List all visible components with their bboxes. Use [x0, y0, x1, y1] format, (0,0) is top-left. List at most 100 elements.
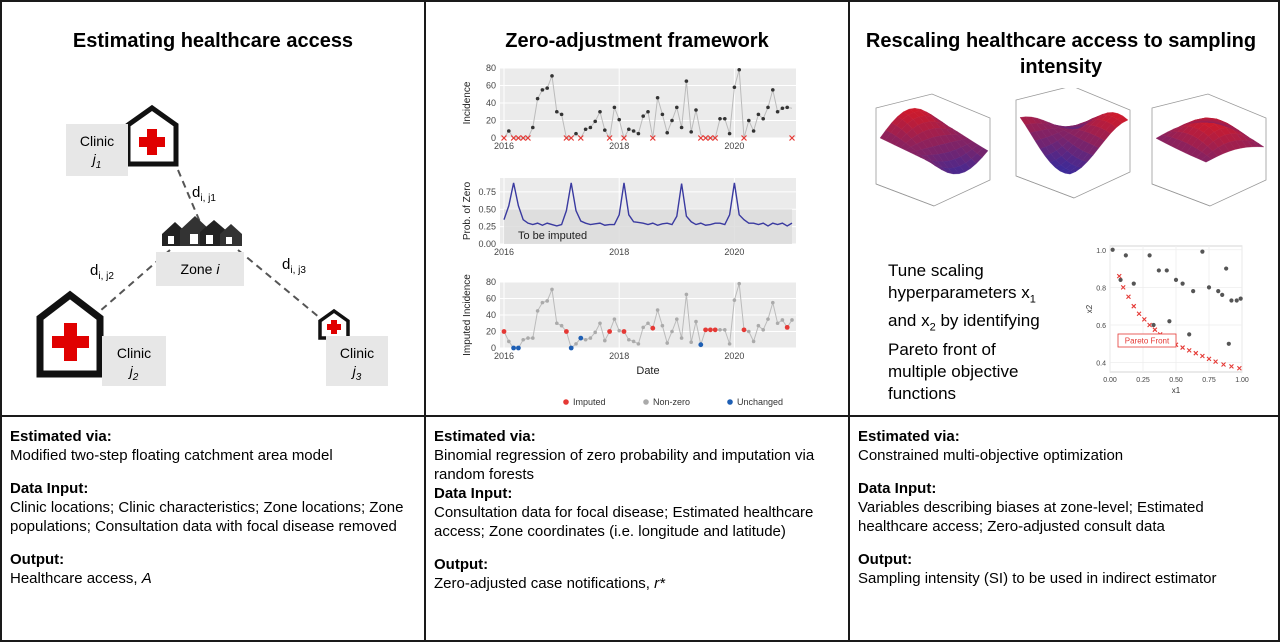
candidate-point [1180, 281, 1185, 286]
incidence-point [603, 128, 607, 132]
chart-2-ytick: 0.25 [478, 222, 496, 232]
zero-marker [712, 135, 719, 141]
panel-1-estimated-text: Modified two-step floating catchment are… [10, 447, 333, 464]
zero-marker [510, 135, 517, 141]
panel-title-healthcare-access: Estimating healthcare access [72, 30, 354, 52]
zero-marker [697, 135, 704, 141]
chart-3-ytick: 20 [486, 327, 496, 337]
candidate-point [1206, 285, 1212, 290]
pareto-front-point [1236, 365, 1242, 371]
row-divider [0, 415, 1280, 417]
distance-line-j1 [177, 169, 201, 223]
tune-line-3-a: and x [888, 311, 930, 331]
chart-1-ytick: 80 [486, 63, 496, 73]
candidate-point [1200, 249, 1205, 254]
distance-j1-letter: d [192, 184, 201, 201]
nonzero-point [751, 339, 756, 344]
incidence-point [723, 116, 727, 121]
nonzero-point [679, 336, 684, 340]
incidence-point [636, 131, 641, 136]
impute-region [504, 209, 792, 244]
surface-facet [976, 147, 989, 158]
pareto-front-point [1147, 322, 1152, 328]
pareto-ytick: 0.6 [1096, 323, 1106, 330]
surface-facet [1116, 115, 1129, 124]
clinic-j2-id-letter: j [129, 363, 133, 379]
nonzero-point [540, 300, 545, 305]
incidence-point [535, 96, 540, 101]
tune-text: Tune scaling hyperparameters x1 and x2 b… [888, 260, 1088, 405]
distance-j2-letter: d [90, 262, 99, 279]
nonzero-point [521, 337, 525, 342]
distance-label-j1: di, j1 [192, 184, 216, 204]
tune-line-2-sub: 1 [1029, 293, 1036, 306]
nonzero-point [588, 336, 593, 340]
panel-2-data-label: Data Input: [434, 485, 513, 502]
zero-marker [515, 135, 522, 141]
incidence-point [785, 105, 789, 110]
objective-surfaces [875, 88, 1267, 207]
clinic-j2-label: Clinic [116, 345, 152, 361]
imputed-point [650, 325, 656, 331]
pareto-ytick: 0.8 [1096, 285, 1106, 292]
nonzero-point [756, 323, 761, 328]
panel-3-data-text: Variables describing biases at zone-leve… [858, 499, 1204, 535]
chart-3-xlabel: Date [636, 365, 659, 377]
incidence-point [550, 74, 554, 78]
candidate-point [1131, 281, 1136, 286]
surface-plot-2 [1015, 88, 1131, 199]
chart-3-ytick: 40 [486, 310, 496, 320]
candidate-point [1156, 268, 1161, 273]
clinic-j3-id-sub: 3 [355, 371, 362, 383]
zero-marker [520, 135, 527, 141]
incidence-point [531, 125, 535, 130]
nonzero-point [780, 318, 785, 322]
pareto-front-point [1180, 345, 1185, 350]
nonzero-point [761, 328, 765, 332]
clinic-j3-id: j3 [326, 362, 388, 387]
nonzero-point [612, 317, 617, 321]
zone-label: Zone [180, 261, 217, 277]
chart-2-xtick: 2020 [724, 247, 744, 257]
zero-marker [525, 135, 531, 141]
panel-3-details: Estimated via: Constrained multi-objecti… [858, 427, 1268, 588]
candidate-point [1238, 296, 1243, 301]
zero-adjustment-charts: 0 20 40 60 80 2016 2018 2020 Incidence 0.00 0.25 0.… [462, 63, 796, 407]
tune-line-3-sub: 2 [929, 321, 936, 334]
surface-plot-3 [1151, 93, 1267, 207]
incidence-point [775, 109, 780, 114]
chart-3-ylabel: Imputed Incidence [462, 274, 473, 356]
incidence-point [641, 114, 645, 118]
incidence-point [555, 109, 559, 114]
incidence-point [540, 88, 545, 92]
nonzero-point [727, 342, 732, 346]
candidate-point [1173, 277, 1179, 282]
tune-line-3: and x2 by identifying [888, 310, 1088, 338]
imputed-point [712, 327, 718, 333]
legend-swatch-2 [643, 399, 649, 405]
incidence-point [655, 95, 660, 100]
nonzero-point [660, 323, 665, 328]
incidence-point [766, 105, 770, 110]
candidate-point [1110, 247, 1115, 252]
panel-1-details: Estimated via: Modified two-step floatin… [10, 427, 418, 588]
nonzero-point [535, 309, 540, 313]
incidence-point [612, 105, 617, 110]
imputed-point [703, 327, 708, 333]
nonzero-point [617, 328, 621, 333]
distance-j3-sub: i, j3 [290, 265, 306, 276]
incidence-point [665, 130, 669, 135]
tune-line-2-text: hyperparameters x [888, 283, 1030, 302]
panel-1-output-text: Healthcare access, [10, 570, 142, 587]
panel-3-output-text: Sampling intensity (SI) to be used in in… [858, 570, 1217, 587]
zero-marker [707, 135, 714, 141]
pareto-front-point [1120, 284, 1126, 290]
pareto-ytick: 1.0 [1096, 248, 1106, 255]
nonzero-point [641, 325, 645, 330]
imputed-point [607, 329, 612, 334]
pareto-front-point [1200, 353, 1205, 359]
chart-3-ytick: 60 [486, 294, 496, 304]
pareto-front-point [1221, 362, 1226, 367]
candidate-point [1216, 289, 1221, 294]
panel-3-estimated-text: Constrained multi-objective optimization [858, 447, 1124, 464]
